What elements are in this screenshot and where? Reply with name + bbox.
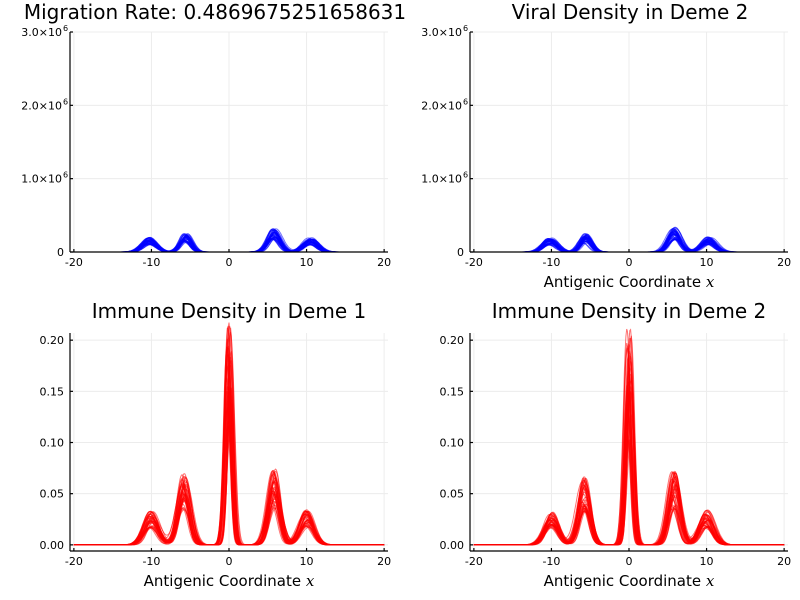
y-tick-exponent: 6 (63, 97, 68, 106)
series-curves (73, 322, 385, 546)
x-tick-label: 10 (300, 555, 314, 568)
series-curves (473, 328, 785, 546)
chart-title: Immune Density in Deme 1 (92, 299, 366, 323)
y-tick-label: 3.0×10 (21, 26, 62, 39)
series-line (73, 401, 385, 546)
y-tick-label: 0 (457, 246, 464, 259)
y-tick-label: 0.00 (40, 539, 65, 552)
chart-title: Migration Rate: 0.4869675251658631 (24, 0, 406, 24)
y-tick-label: 2.0×10 (421, 99, 462, 112)
x-tick-label: 10 (700, 555, 714, 568)
x-tick-label: -20 (65, 555, 83, 568)
x-axis-label-variable: x (706, 572, 715, 590)
chart-title: Immune Density in Deme 2 (492, 299, 766, 323)
y-tick-exponent: 6 (463, 24, 468, 33)
y-tick-label: 0.15 (40, 385, 65, 398)
x-axis-label: Antigenic Coordinate x (144, 572, 315, 590)
x-tick-label: 20 (777, 256, 791, 269)
panel-3: -20 -10 0 10 20 0.00 0.05 0.10 0.15 0.20 Immune De… (40, 299, 392, 590)
y-tick-label: 0.10 (440, 437, 465, 450)
x-tick-label: -10 (542, 555, 560, 568)
x-axis-label-text: Antigenic Coordinate (544, 572, 706, 590)
x-axis-label: Antigenic Coordinate x (544, 273, 715, 291)
chart-title: Viral Density in Deme 2 (512, 0, 749, 24)
y-tick-label: 3.0×10 (421, 26, 462, 39)
y-tick-label: 0.10 (40, 437, 65, 450)
x-axis-label-variable: x (706, 273, 715, 291)
y-tick-exponent: 6 (63, 24, 68, 33)
x-axis-label: Antigenic Coordinate x (544, 572, 715, 590)
y-tick-label: 1.0×10 (421, 173, 462, 186)
x-tick-label: -20 (65, 256, 83, 269)
x-tick-label: -20 (465, 256, 483, 269)
x-tick-label: 0 (226, 555, 233, 568)
x-tick-label: 0 (226, 256, 233, 269)
y-tick-exponent: 6 (463, 97, 468, 106)
x-axis-label-text: Antigenic Coordinate (144, 572, 306, 590)
x-tick-label: 10 (700, 256, 714, 269)
x-tick-label: -10 (142, 256, 160, 269)
y-tick-label: 0.20 (440, 334, 465, 347)
x-tick-label: -10 (142, 555, 160, 568)
x-axis-label-text: Antigenic Coordinate (544, 273, 706, 291)
y-tick-label: 0.00 (440, 539, 465, 552)
x-tick-label: 10 (300, 256, 314, 269)
x-tick-label: 20 (377, 256, 391, 269)
panel-4: -20 -10 0 10 20 0.00 0.05 0.10 0.15 0.20 Immune De… (440, 299, 792, 590)
y-tick-label: 0.05 (440, 488, 465, 501)
y-tick-label: 2.0×10 (21, 99, 62, 112)
y-tick-label: 0.20 (40, 334, 65, 347)
x-tick-label: 0 (626, 256, 633, 269)
y-tick-exponent: 6 (463, 171, 468, 180)
y-tick-label: 1.0×10 (21, 173, 62, 186)
y-tick-label: 0.05 (40, 488, 65, 501)
x-tick-label: 0 (626, 555, 633, 568)
x-tick-label: 20 (777, 555, 791, 568)
y-tick-exponent: 6 (63, 171, 68, 180)
x-tick-label: -20 (465, 555, 483, 568)
y-tick-label: 0.15 (440, 385, 465, 398)
x-tick-label: 20 (377, 555, 391, 568)
x-axis-label-variable: x (306, 572, 315, 590)
series-line (473, 440, 785, 546)
x-tick-label: -10 (542, 256, 560, 269)
y-tick-label: 0 (57, 246, 64, 259)
